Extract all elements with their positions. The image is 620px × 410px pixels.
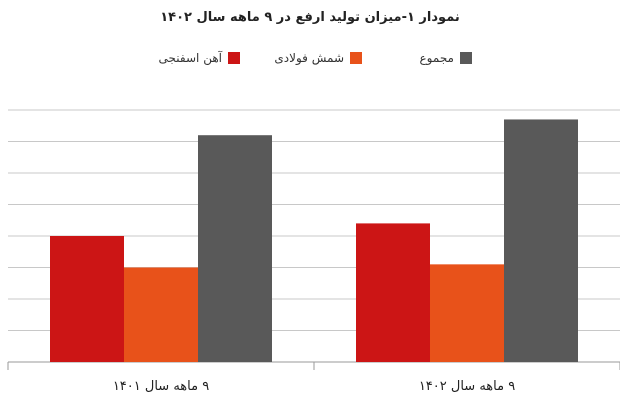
x-category-label: ۹ ماهه سال ۱۴۰۲ [419,379,515,394]
chart-title: نمودار ۱-میزان تولید ارفع در ۹ ماهه سال … [160,10,460,25]
legend-swatch-steel-billet [350,52,362,64]
bar-steel-billet [124,267,198,362]
bar-sponge-iron [356,223,430,362]
bar-steel-billet [430,264,504,362]
legend-swatch-sponge-iron [228,52,240,64]
legend-item-sponge-iron: آهن اسفنجی [159,50,240,66]
legend-label-sponge-iron: آهن اسفنجی [158,51,222,65]
x-category-label: ۹ ماهه سال ۱۴۰۱ [113,379,209,394]
legend: آهن اسفنجی شمش فولادی مجموع [0,50,620,70]
legend-label-total: مجموع [419,51,454,65]
legend-item-total: مجموع [420,50,472,66]
bar-sponge-iron [50,236,124,362]
legend-item-steel-billet: شمش فولادی [274,50,362,66]
bar-total [198,135,272,362]
legend-swatch-total [460,52,472,64]
bar-total [504,119,578,362]
legend-label-steel-billet: شمش فولادی [274,51,344,65]
